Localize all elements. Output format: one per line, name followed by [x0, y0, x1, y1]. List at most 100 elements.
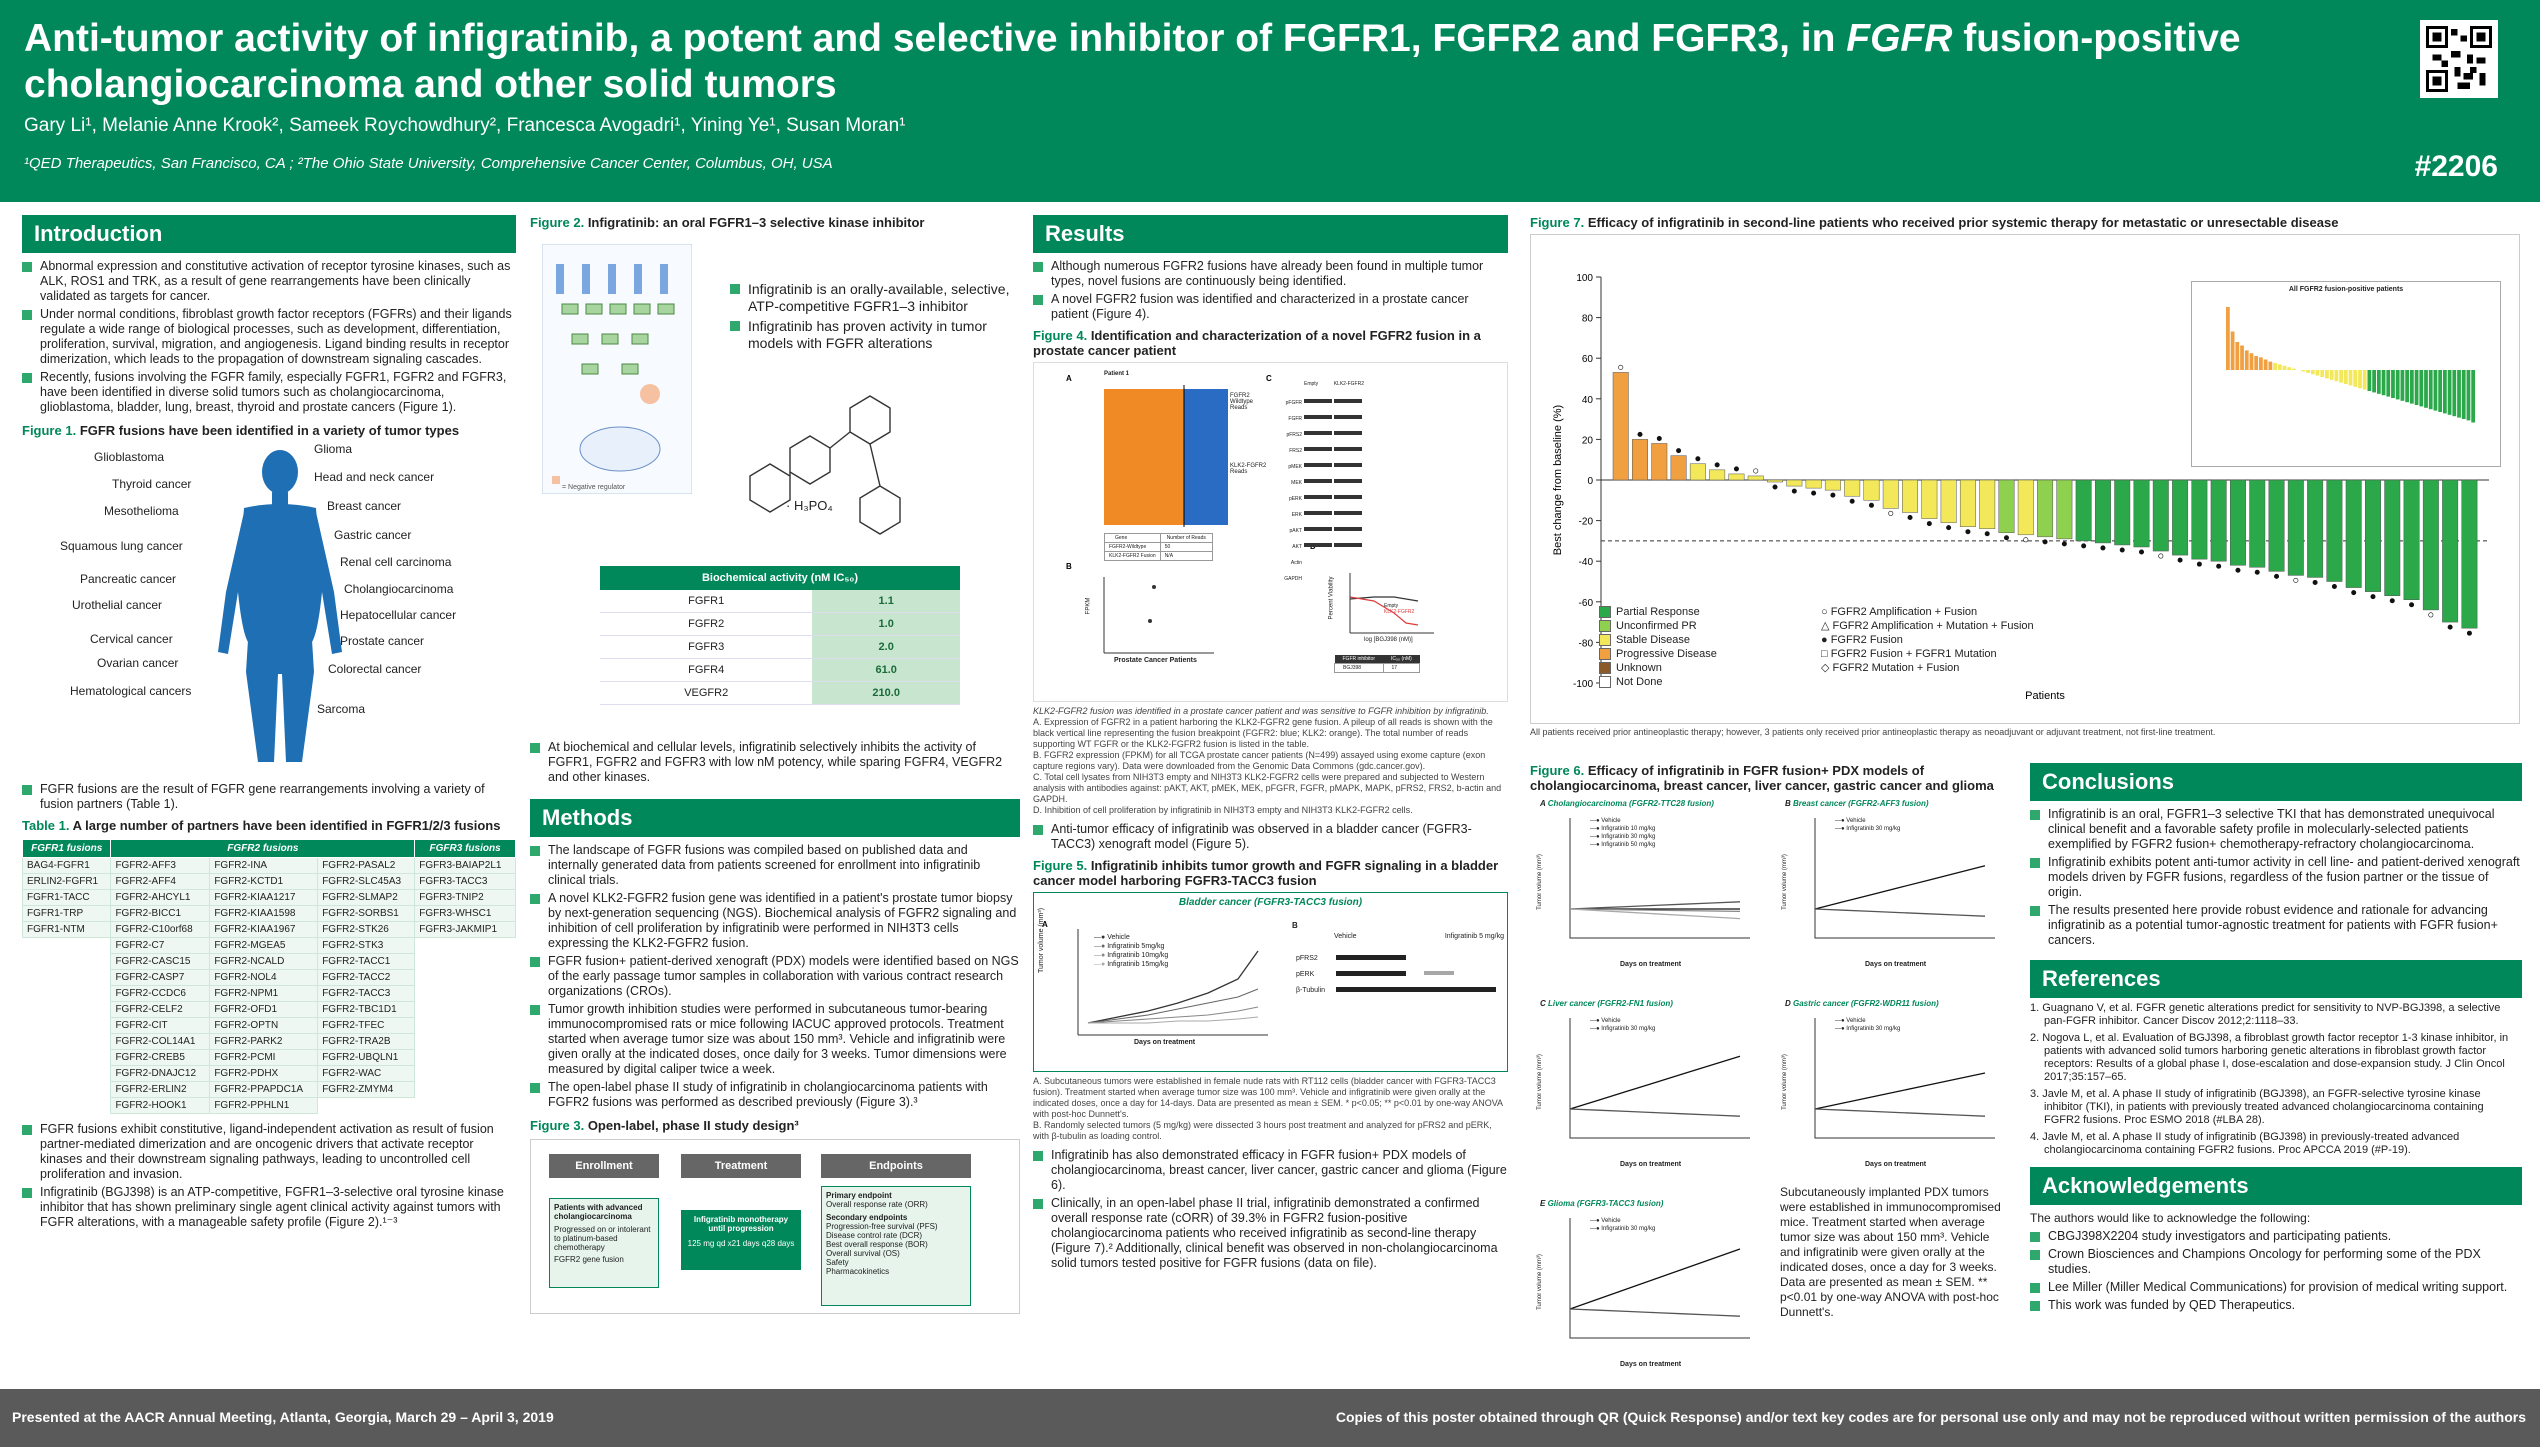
alteration-marker	[1965, 529, 1971, 535]
waterfall-bar	[1709, 469, 1726, 481]
intro-bullets: Abnormal expression and constitutive act…	[22, 259, 516, 415]
fig5-notes: A. Subcutaneous tumors were established …	[1033, 1076, 1508, 1142]
table-cell: FGFR2-STK26	[317, 921, 416, 938]
bullet-item: A novel KLK2-FGFR2 fusion gene was ident…	[530, 891, 1020, 951]
inset-bar	[2395, 370, 2400, 400]
table-row: FGFR2-DNAJC12 FGFR2-PDHX FGFR2-WAC	[22, 1065, 516, 1082]
waterfall-bar	[1844, 479, 1861, 497]
table-cell	[414, 985, 516, 1002]
waterfall-bar	[2307, 479, 2324, 578]
table-cell: FGFR2-PASAL2	[317, 857, 416, 874]
infigratinib-structure-icon	[749, 395, 901, 535]
bullet-item: Lee Miller (Miller Medical Communication…	[2030, 1280, 2522, 1295]
after-table1: FGFR fusions exhibit constitutive, ligan…	[22, 1122, 516, 1230]
reference-item: 3. Javle M, et al. A phase II study of i…	[2030, 1088, 2484, 1126]
inset-bar	[2400, 370, 2405, 401]
alteration-marker	[1984, 531, 1990, 537]
fig6-panel: E Glioma (FGFR3-TACC3 fusion) —● Vehicle —…	[1530, 1199, 1765, 1389]
ic50-value: 1.0	[812, 612, 960, 636]
table-cell: FGFR2-MGEA5	[209, 937, 319, 954]
legend-swatch	[1599, 606, 1611, 619]
tumor-label: Pancreatic cancer	[80, 572, 177, 586]
waterfall-bar	[1940, 479, 1957, 523]
tumor-label: Ovarian cancer	[97, 656, 179, 670]
legend-item: □ FGFR2 Fusion + FGFR1 Mutation	[1821, 648, 1997, 660]
fig5-legend-item: —● Infigratinib 10mg/kg	[1094, 952, 1169, 959]
after-fig1: FGFR fusions are the result of FGFR gene…	[22, 782, 516, 812]
bullet-item: This work was funded by QED Therapeutics…	[2030, 1298, 2522, 1313]
bullet-item: Crown Biosciences and Champions Oncology…	[2030, 1247, 2522, 1277]
tumor-label: Squamous lung cancer	[60, 539, 183, 553]
table-cell: FGFR2-PDHX	[209, 1065, 319, 1082]
tumor-label: Sarcoma	[317, 702, 366, 716]
table-cell: FGFR2-NPM1	[209, 985, 319, 1002]
y-tick-label: 100	[1576, 273, 1593, 284]
table-cell: FGFR2-NCALD	[209, 953, 319, 970]
inset-bar	[2325, 370, 2329, 379]
bullet-item: Clinically, in an open-label phase II tr…	[1033, 1196, 1508, 1271]
alteration-marker	[2351, 590, 2357, 596]
poster-header: Anti-tumor activity of infigratinib, a p…	[0, 0, 2540, 202]
qr-code-icon[interactable]	[2420, 20, 2498, 98]
fig4-blot-labels: pFGFR FGFR pFRS2 FRS2 pMEK MEK pERK ERK pAKT AKT A…	[1270, 395, 1302, 587]
bullet-item: The landscape of FGFR fusions was compil…	[530, 843, 1020, 888]
legend-item: —● Infigratinib 50 mg/kg	[1590, 842, 1656, 848]
inset-bar	[2409, 370, 2414, 404]
svg-text:A: A	[1066, 374, 1072, 383]
kinase-name: FGFR1	[600, 590, 813, 613]
legend-item: —● Vehicle	[1835, 1018, 1866, 1024]
inset-bar	[2358, 370, 2362, 389]
inset-bar	[2273, 363, 2277, 370]
y-axis-label: Best change from baseline (%)	[1552, 405, 1564, 555]
inset-bar	[2329, 370, 2334, 380]
fig7-panel: -100 -80 -60 -40 -20 0 20 40 60 80 100 Best change …	[1530, 234, 2520, 724]
table-cell: FGFR2-TBC1D1	[317, 1001, 416, 1018]
bullet-item: FGFR fusions exhibit constitutive, ligan…	[22, 1122, 516, 1182]
enroll-criterion: FGFR2 gene fusion	[554, 1255, 624, 1264]
table-row: FGFR1 1.1	[600, 590, 960, 613]
table-cell: FGFR2-SLMAP2	[317, 889, 416, 906]
growth-curve	[1569, 908, 1741, 920]
fig2-bullets: Infigratinib is an orally-available, sel…	[730, 278, 1010, 355]
inset-bar	[2240, 345, 2244, 370]
negative-regulator-key: = Negative regulator	[562, 484, 626, 491]
enroll-criterion: Progressed on or intolerant to platinum-…	[554, 1225, 651, 1252]
column-introduction: Introduction Abnormal expression and con…	[21, 215, 516, 1233]
fig4-note: C. Total cell lysates from NIH3T3 empty …	[1033, 772, 1502, 804]
secondary-endpoint: Overall survival (OS)	[826, 1249, 900, 1258]
table-cell	[317, 1097, 415, 1114]
alteration-marker	[1714, 462, 1720, 468]
bullet-item: The results presented here provide robus…	[2030, 903, 2522, 948]
alteration-marker	[1926, 521, 1932, 527]
bullet-item: Infigratinib is an oral, FGFR1–3 selecti…	[2030, 807, 2522, 852]
fig5-title: Figure 5. Infigratinib inhibits tumor gr…	[1033, 858, 1499, 888]
ic50-value: 210.0	[812, 681, 960, 705]
table-cell: FGFR2-STK3	[317, 937, 416, 954]
fig2-panel: = Negative regulator Infigratinib is an …	[530, 236, 1020, 736]
table-cell	[22, 1065, 111, 1082]
y-tick-label: 60	[1582, 354, 1594, 365]
y-axis-label: Tumor volume (mm³)	[1536, 1254, 1543, 1310]
table-cell: FGFR2-BICC1	[110, 905, 211, 922]
table-cell: FGFR2-TACC3	[317, 985, 416, 1002]
inset-bar	[2381, 370, 2386, 396]
table-cell	[22, 1017, 111, 1034]
bullet-item: Abnormal expression and constitutive act…	[22, 259, 516, 304]
alteration-marker	[2447, 624, 2453, 630]
fig6-chart	[1814, 818, 1995, 939]
growth-curve	[1814, 1108, 1986, 1117]
bullet-item: Infigratinib exhibits potent anti-tumor …	[2030, 855, 2522, 900]
inset-bar	[2447, 370, 2452, 415]
alteration-marker	[1868, 502, 1874, 508]
table-cell: FGFR2-PARK2	[209, 1033, 319, 1050]
x-axis-label: Days on treatment	[1620, 1361, 1682, 1368]
table-cell: FGFR2-TRA2B	[317, 1033, 416, 1050]
fig6-legend: —● Vehicle —● Infigratinib 30 mg/kg	[1835, 1017, 1900, 1033]
waterfall-bar	[2403, 479, 2420, 601]
waterfall-bar	[1747, 475, 1764, 481]
waterfall-bar	[2422, 479, 2439, 611]
results-bullets-2: Infigratinib has also demonstrated effic…	[1033, 1148, 1508, 1271]
table-cell: FGFR2-PPHLN1	[209, 1097, 319, 1114]
inset-bar	[2414, 370, 2419, 405]
x-axis-label: Days on treatment	[1620, 1161, 1682, 1168]
